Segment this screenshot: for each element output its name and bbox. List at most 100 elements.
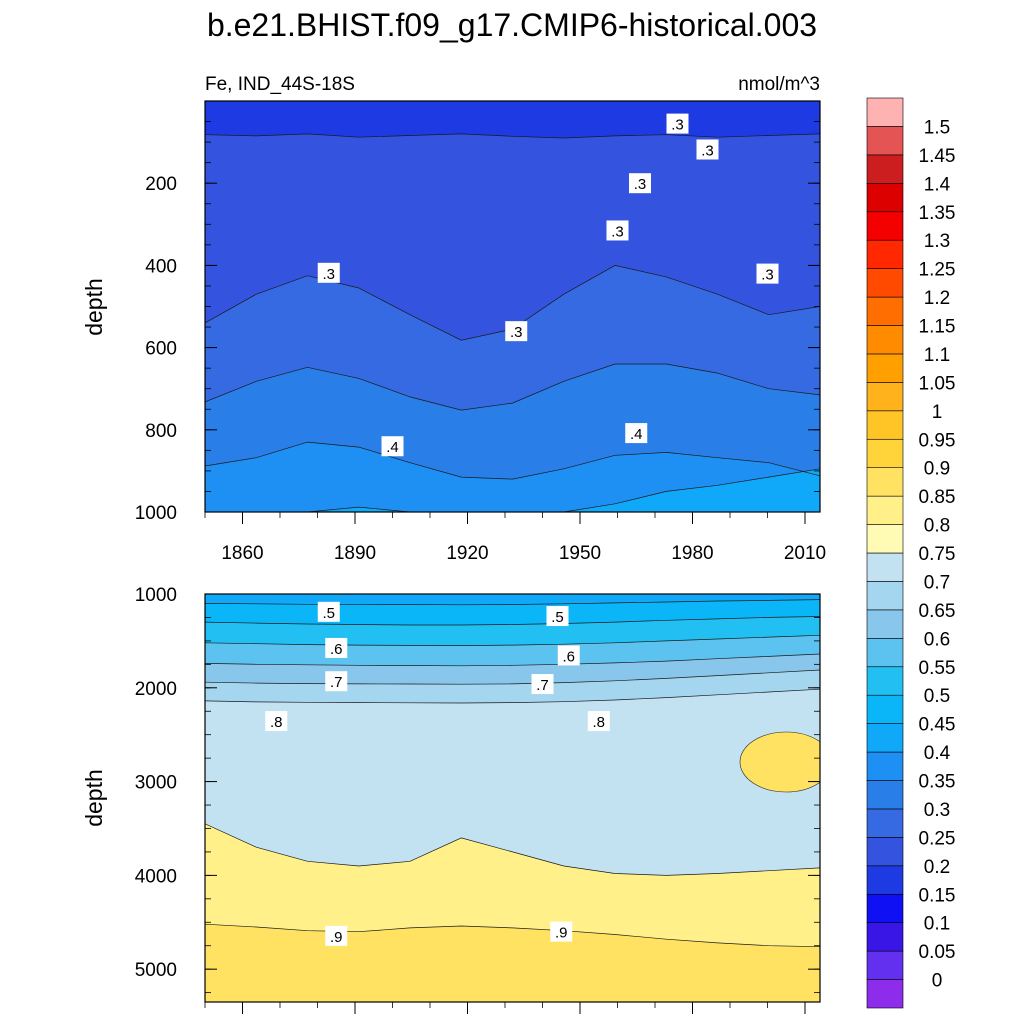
colorbar-swatch	[866, 922, 904, 952]
colorbar-swatch	[866, 865, 904, 895]
lower-contour-label: .5	[546, 606, 569, 627]
upper-band-0.45	[205, 468, 820, 512]
colorbar-label: 0.35	[919, 772, 956, 793]
lower-contour-label-text: .8	[592, 714, 605, 731]
lower-contour-label: .6	[557, 645, 580, 666]
colorbar-label: 0.45	[919, 715, 956, 736]
lower-contour-label-box	[325, 671, 348, 692]
lower-panel-contour-labels: .5 .5 .6 .6 .7 .7 .8 .8 .9 .9	[265, 601, 610, 946]
lower-band-0.9	[205, 924, 820, 1002]
colorbar-swatch	[866, 126, 904, 156]
colorbar-swatch	[866, 609, 904, 639]
upper-contour-label-box	[666, 113, 689, 134]
colorbar-swatch	[866, 353, 904, 383]
upper-contour-label: .4	[625, 423, 648, 444]
lower-panel-axes: 1000 2000 3000 4000 5000	[135, 585, 820, 1014]
upper-ytick-label: 1000	[135, 503, 177, 524]
lower-contour-label-text: .6	[330, 641, 343, 658]
colorbar-label: 0.25	[919, 828, 956, 849]
lower-ytick-label: 4000	[135, 866, 177, 887]
upper-contour-label: .3	[696, 139, 719, 160]
colorbar-label: 0.15	[919, 885, 956, 906]
upper-xtick-label: 1950	[559, 543, 601, 564]
lower-panel-ylabel: depth	[81, 769, 107, 827]
upper-contour-label-box	[696, 139, 719, 160]
colorbar-label: 0.7	[924, 572, 950, 593]
upper-ytick-label: 600	[145, 339, 177, 360]
upper-panel-fills	[205, 101, 820, 512]
colorbar-label: 0	[932, 971, 943, 992]
colorbar-swatch	[866, 211, 904, 241]
colorbar-label: 0.75	[919, 544, 956, 565]
lower-contour-line-0.5	[205, 599, 820, 606]
lower-contour-label: .5	[317, 601, 340, 622]
colorbar-label: 1.35	[919, 203, 956, 224]
colorbar-label: 1.5	[924, 117, 950, 138]
colorbar-swatch	[866, 268, 904, 298]
upper-contour-label-text: .4	[386, 439, 399, 456]
colorbar-label: 0.1	[924, 914, 950, 935]
lower-contour-label: .8	[265, 711, 288, 732]
lower-contour-label: .9	[550, 921, 573, 942]
upper-contour-label-box	[625, 423, 648, 444]
colorbar-swatch	[866, 666, 904, 696]
lower-contour-label-box	[325, 925, 348, 946]
colorbar-swatch	[866, 97, 904, 127]
colorbar-label: 0.3	[924, 800, 950, 821]
lower-contour-label-text: .5	[551, 609, 564, 626]
upper-contour-label: .4	[381, 436, 404, 457]
lower-panel: 1000 2000 3000 4000 5000 .5 .5 .6 .6 .7 .7 .8 .8 .9.…	[81, 585, 821, 1014]
colorbar-swatch	[866, 780, 904, 810]
colorbar: 0 0.05 0.1 0.15 0.2 0.25 0.3 0.35 0.4 0.45 0.5 0.55…	[866, 97, 956, 1009]
colorbar-label: 1.4	[924, 174, 951, 195]
lower-contour-label-box	[587, 711, 610, 732]
colorbar-label: 0.65	[919, 601, 956, 622]
lower-contour-label-box	[317, 601, 340, 622]
lower-contour-label-text: .9	[330, 929, 343, 946]
lower-contour-label: .7	[531, 674, 554, 695]
upper-contour-label-text: .3	[510, 324, 523, 341]
colorbar-swatch	[866, 893, 904, 923]
lower-panel-frame	[204, 593, 821, 1003]
colorbar-swatch	[866, 467, 904, 497]
upper-ytick-label: 200	[145, 174, 177, 195]
upper-contour-label-box	[756, 263, 779, 284]
colorbar-label: 1.1	[924, 345, 950, 366]
upper-contour-label-box	[381, 436, 404, 457]
upper-contour-label-text: .3	[611, 223, 624, 240]
upper-contour-label-text: .3	[761, 267, 774, 284]
upper-contour-label: .3	[606, 220, 629, 241]
lower-contour-label-box	[546, 606, 569, 627]
colorbar-label: 0.55	[919, 658, 956, 679]
colorbar-label: 0.4	[924, 743, 951, 764]
lower-contour-line-0.65	[205, 653, 820, 667]
lower-contour-label: .6	[325, 637, 348, 658]
upper-xtick-label: 2010	[784, 543, 826, 564]
colorbar-swatch	[866, 808, 904, 838]
colorbar-swatch	[866, 751, 904, 781]
colorbar-label: 1.2	[924, 288, 950, 309]
lower-contour-label-text: .7	[330, 674, 343, 691]
upper-contour-line-0.25	[205, 133, 820, 139]
colorbar-label: 1	[932, 402, 943, 423]
lower-contour-label-text: .7	[536, 677, 549, 694]
upper-ytick-label: 800	[145, 421, 177, 442]
figure-title: b.e21.BHIST.f09_g17.CMIP6-historical.003	[207, 7, 817, 43]
colorbar-label: 1.15	[919, 317, 956, 338]
lower-contour-label-text: .5	[322, 605, 335, 622]
colorbar-label: 0.05	[919, 942, 956, 963]
subtitle-units: nmol/m^3	[738, 74, 820, 95]
colorbar-label: 1.3	[924, 231, 950, 252]
upper-contour-label: .3	[317, 262, 340, 283]
colorbar-label: 0.5	[924, 686, 950, 707]
colorbar-swatch	[866, 950, 904, 980]
lower-contour-label: .9	[325, 925, 348, 946]
colorbar-label: 0.9	[924, 459, 950, 480]
upper-contour-label-box	[317, 262, 340, 283]
colorbar-label: 0.85	[919, 487, 956, 508]
lower-contour-line-0.9	[205, 923, 820, 948]
colorbar-swatch	[866, 438, 904, 468]
upper-xtick-label: 1980	[671, 543, 713, 564]
